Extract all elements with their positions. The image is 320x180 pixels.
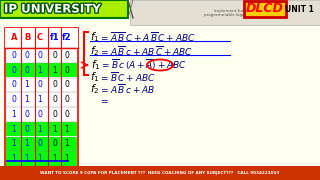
Text: A: A xyxy=(11,33,17,42)
Text: 0: 0 xyxy=(12,80,16,89)
Text: 0: 0 xyxy=(52,51,57,60)
Text: $= \overline{B}\,c\,(A+\overline{A}) + ABC$: $= \overline{B}\,c\,(A+\overline{A}) + A… xyxy=(100,58,187,72)
Text: 0: 0 xyxy=(12,51,16,60)
Text: 1: 1 xyxy=(25,154,29,163)
Text: 1: 1 xyxy=(38,125,42,134)
Text: C: C xyxy=(37,33,43,42)
Text: $f_2$: $f_2$ xyxy=(90,44,100,58)
Bar xyxy=(0,0,128,18)
Text: $= \overline{B}\,C + ABC$: $= \overline{B}\,C + ABC$ xyxy=(99,70,156,84)
Text: 0: 0 xyxy=(37,51,43,60)
Text: 0: 0 xyxy=(37,80,43,89)
Text: 0: 0 xyxy=(12,95,16,104)
Text: 1: 1 xyxy=(25,139,29,148)
Text: 1: 1 xyxy=(52,125,57,134)
Text: 0: 0 xyxy=(25,110,29,119)
Bar xyxy=(6,136,77,151)
Text: 0: 0 xyxy=(65,80,69,89)
Text: 1: 1 xyxy=(12,110,16,119)
Text: 0: 0 xyxy=(52,95,57,104)
Text: WANT TO SCORE 9 CGPA FOR PLACEMENT ???  NEED COACHING OF ANY SUBJECT???   CALL 9: WANT TO SCORE 9 CGPA FOR PLACEMENT ??? N… xyxy=(40,171,280,175)
Bar xyxy=(0,166,320,180)
Text: 1: 1 xyxy=(52,154,57,163)
Text: 0: 0 xyxy=(12,66,16,75)
Text: 1: 1 xyxy=(38,66,42,75)
Text: $f_1$: $f_1$ xyxy=(91,58,100,72)
Bar xyxy=(244,1,286,17)
Text: 0: 0 xyxy=(25,125,29,134)
Bar xyxy=(6,122,77,136)
Bar xyxy=(5,28,78,166)
Text: $f_1$: $f_1$ xyxy=(90,70,100,84)
Text: 0: 0 xyxy=(65,95,69,104)
Text: $f_1$: $f_1$ xyxy=(90,30,100,44)
Text: 1: 1 xyxy=(12,139,16,148)
Text: UNIT 1: UNIT 1 xyxy=(284,4,313,14)
Text: 1: 1 xyxy=(65,154,69,163)
Text: 0: 0 xyxy=(65,51,69,60)
Bar xyxy=(130,0,320,25)
Text: 1: 1 xyxy=(52,66,57,75)
Text: 1: 1 xyxy=(25,95,29,104)
Text: 0: 0 xyxy=(65,110,69,119)
Text: 0: 0 xyxy=(52,139,57,148)
Text: $=$: $=$ xyxy=(99,96,109,105)
Text: 0: 0 xyxy=(65,66,69,75)
Text: 1: 1 xyxy=(38,95,42,104)
Bar xyxy=(6,63,77,77)
Bar xyxy=(6,151,77,165)
Text: f2: f2 xyxy=(62,33,72,42)
Text: 0: 0 xyxy=(25,51,29,60)
Text: 0: 0 xyxy=(25,66,29,75)
Text: 1: 1 xyxy=(38,154,42,163)
Text: B: B xyxy=(24,33,30,42)
Text: $f_2$: $f_2$ xyxy=(90,82,100,96)
Text: 0: 0 xyxy=(52,110,57,119)
Text: 0: 0 xyxy=(37,110,43,119)
Bar xyxy=(5,28,78,48)
Text: IP UNIVERSITY: IP UNIVERSITY xyxy=(4,3,101,15)
Text: $= A\,\overline{B}\,c + AB$: $= A\,\overline{B}\,c + AB$ xyxy=(99,82,155,96)
Text: 1: 1 xyxy=(25,80,29,89)
Text: f1: f1 xyxy=(50,33,60,42)
Text: $= \overline{A}\,\overline{B}\,C + A\,\overline{B}\,C + ABC$: $= \overline{A}\,\overline{B}\,C + A\,\o… xyxy=(99,30,196,44)
Text: $= A\,\overline{B}\,c + AB\,\overline{C} + ABC$: $= A\,\overline{B}\,c + AB\,\overline{C}… xyxy=(99,44,193,58)
Text: 0: 0 xyxy=(52,80,57,89)
Text: 1: 1 xyxy=(12,154,16,163)
Bar xyxy=(0,0,128,18)
Text: Implement function using PLA
programmable logic array ipu mid term: Implement function using PLA programmabl… xyxy=(204,9,286,17)
Text: 1: 1 xyxy=(65,139,69,148)
Text: 1: 1 xyxy=(12,125,16,134)
Text: 0: 0 xyxy=(37,139,43,148)
Text: DLCD: DLCD xyxy=(246,3,284,15)
Text: 1: 1 xyxy=(65,125,69,134)
